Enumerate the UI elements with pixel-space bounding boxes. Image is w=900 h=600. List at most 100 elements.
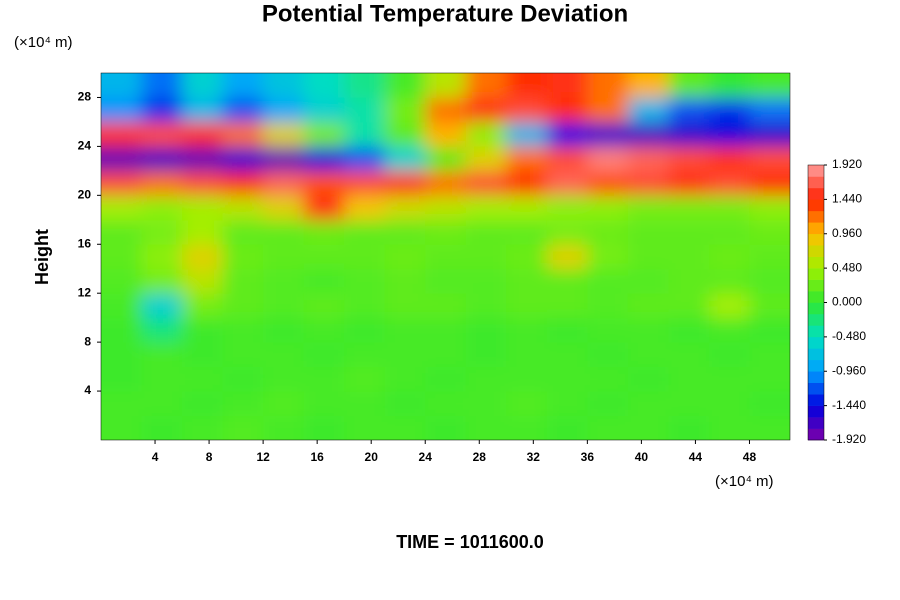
cell [749, 293, 790, 319]
cell [303, 415, 345, 440]
cell [425, 391, 467, 417]
cell [141, 121, 183, 147]
colorbar-label: -1.920 [832, 432, 866, 446]
colorbar-step [808, 371, 824, 384]
colorbar-step [808, 210, 824, 223]
cell [749, 195, 790, 221]
cell [101, 293, 143, 319]
cell [101, 317, 143, 343]
cell [384, 219, 426, 245]
cell [506, 121, 548, 147]
x-unit: (×10⁴ m) [715, 473, 774, 490]
cell [303, 268, 345, 294]
x-tick-label: 40 [635, 450, 649, 464]
cell [303, 342, 345, 368]
x-tick-label: 28 [473, 450, 487, 464]
x-tick-label: 20 [365, 450, 379, 464]
cell [465, 195, 507, 221]
cell [101, 121, 143, 147]
cell [627, 293, 669, 319]
cell [182, 219, 224, 245]
heatmap [101, 73, 790, 440]
cell [384, 244, 426, 270]
cell [546, 219, 588, 245]
cell [546, 146, 588, 172]
cell [182, 121, 224, 147]
cell [425, 415, 467, 440]
plot-frame [100, 72, 791, 441]
cell [627, 268, 669, 294]
cell [182, 97, 224, 123]
cell [263, 293, 305, 319]
cell [708, 244, 750, 270]
cell [101, 391, 143, 417]
cell [344, 244, 386, 270]
cell [668, 219, 710, 245]
cell [263, 73, 305, 98]
cell [384, 268, 426, 294]
cell [384, 121, 426, 147]
cell [222, 146, 264, 172]
cell [303, 170, 345, 196]
cell [222, 317, 264, 343]
colorbar-step [808, 165, 824, 177]
cell [384, 195, 426, 221]
colorbar-label: -0.480 [832, 329, 866, 343]
cell [344, 195, 386, 221]
cell [182, 293, 224, 319]
cell [303, 121, 345, 147]
cell [182, 342, 224, 368]
cell [546, 391, 588, 417]
colorbar-step [808, 222, 824, 235]
cell [222, 121, 264, 147]
cell [263, 342, 305, 368]
x-tick-label: 32 [527, 450, 541, 464]
cell [506, 293, 548, 319]
cell [546, 195, 588, 221]
cell [749, 268, 790, 294]
cell [303, 391, 345, 417]
y-unit: (×10⁴ m) [14, 34, 73, 51]
cell [708, 170, 750, 196]
x-tick-label: 36 [581, 450, 595, 464]
cell [263, 366, 305, 392]
y-axis-label: Height [32, 229, 52, 285]
colorbar-step [808, 348, 824, 361]
cell [749, 415, 790, 440]
cell [668, 244, 710, 270]
cell [627, 195, 669, 221]
cell [425, 366, 467, 392]
cell [384, 170, 426, 196]
cell [101, 73, 143, 98]
cell [668, 415, 710, 440]
cell [101, 97, 143, 123]
cell [668, 146, 710, 172]
cell [425, 195, 467, 221]
cell [506, 415, 548, 440]
cell [101, 170, 143, 196]
cell [587, 268, 629, 294]
x-tick-label: 12 [256, 450, 270, 464]
cell [141, 391, 183, 417]
cell [141, 170, 183, 196]
cell [384, 97, 426, 123]
cell [141, 293, 183, 319]
cell [182, 195, 224, 221]
x-tick-label: 44 [689, 450, 703, 464]
cell [222, 195, 264, 221]
cell [627, 415, 669, 440]
cell [546, 293, 588, 319]
colorbar-step [808, 187, 824, 200]
cell [263, 195, 305, 221]
cell [141, 415, 183, 440]
cell [627, 219, 669, 245]
cell [708, 366, 750, 392]
cell [587, 317, 629, 343]
cell [425, 244, 467, 270]
cell [222, 170, 264, 196]
cell [344, 342, 386, 368]
cell [749, 73, 790, 98]
colorbar-step [808, 279, 824, 292]
x-tick-label: 4 [152, 450, 159, 464]
